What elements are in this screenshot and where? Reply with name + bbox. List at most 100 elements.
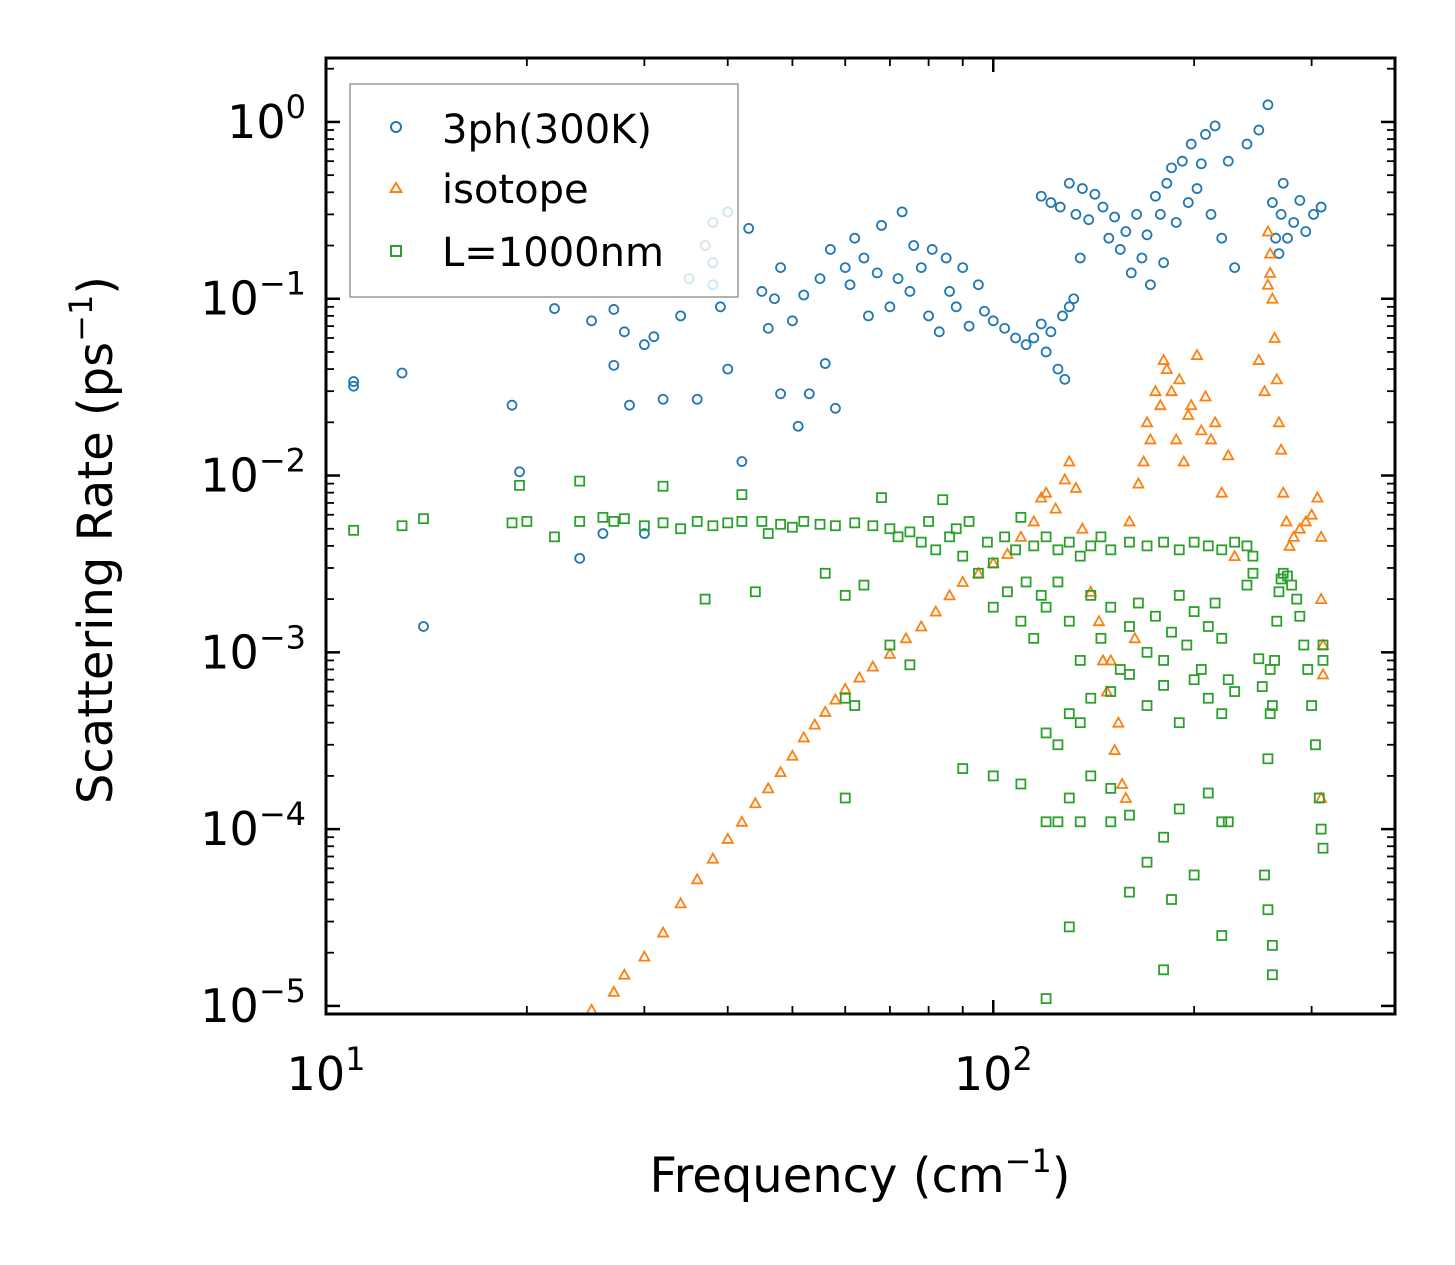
- point-isotope: [637, 949, 651, 962]
- point-3ph: [1035, 318, 1047, 330]
- point-isotope: [1140, 415, 1154, 428]
- point-boundary: [1181, 639, 1193, 651]
- y-tick-label: 10−5: [200, 972, 306, 1033]
- point-isotope: [1198, 389, 1213, 402]
- point-isotope: [838, 682, 852, 694]
- point-boundary: [396, 520, 408, 532]
- point-3ph: [775, 388, 786, 400]
- point-3ph: [1288, 217, 1300, 228]
- point-boundary: [1063, 708, 1075, 720]
- point-isotope: [1204, 432, 1218, 445]
- point-boundary: [1166, 626, 1177, 638]
- legend-square-marker: [390, 245, 402, 257]
- point-3ph: [638, 339, 650, 351]
- point-3ph: [1070, 208, 1082, 220]
- point-boundary: [597, 511, 609, 523]
- point-boundary: [1105, 686, 1117, 697]
- point-3ph: [1131, 208, 1143, 220]
- point-boundary: [1298, 639, 1310, 651]
- point-isotope: [1263, 246, 1277, 259]
- point-3ph: [950, 301, 962, 313]
- point-3ph: [1158, 257, 1170, 269]
- point-boundary: [1306, 700, 1318, 711]
- point-boundary: [574, 475, 586, 487]
- point-boundary: [1315, 823, 1327, 835]
- x-tick-labels: 101 102: [287, 1040, 1033, 1101]
- point-boundary: [1256, 681, 1268, 692]
- point-boundary: [1158, 964, 1170, 976]
- point-3ph: [979, 305, 990, 317]
- point-isotope: [617, 967, 631, 980]
- point-3ph: [1097, 201, 1109, 213]
- point-boundary: [1216, 816, 1228, 828]
- point-3ph: [675, 310, 687, 322]
- point-boundary: [1052, 576, 1064, 588]
- point-boundary: [1063, 536, 1075, 548]
- point-isotope: [761, 781, 775, 794]
- point-3ph: [863, 310, 874, 322]
- point-isotope: [1111, 715, 1125, 728]
- point-isotope: [1268, 331, 1282, 343]
- point-3ph: [514, 466, 525, 478]
- point-boundary: [999, 531, 1011, 543]
- point-3ph: [1020, 339, 1032, 351]
- point-3ph: [618, 326, 630, 338]
- point-boundary: [1262, 753, 1274, 765]
- point-3ph: [1282, 232, 1293, 244]
- point-boundary: [1158, 680, 1170, 691]
- point-3ph: [1076, 183, 1088, 194]
- point-3ph: [714, 301, 726, 313]
- point-boundary: [1188, 869, 1200, 881]
- point-isotope: [721, 832, 735, 844]
- point-3ph: [736, 456, 748, 467]
- point-boundary: [982, 536, 993, 548]
- point-boundary: [1124, 886, 1135, 898]
- legend-circle-marker: [390, 121, 402, 133]
- point-3ph: [1209, 120, 1221, 132]
- point-boundary: [1216, 544, 1228, 556]
- point-boundary: [1052, 739, 1064, 751]
- point-boundary: [839, 792, 851, 804]
- point-isotope: [929, 604, 943, 617]
- y-tick-label: 10−2: [200, 442, 306, 503]
- point-boundary: [957, 550, 969, 562]
- point-boundary: [1105, 601, 1117, 613]
- point-3ph: [1300, 226, 1312, 237]
- legend-entry-boundary: L=1000nm: [390, 230, 664, 276]
- point-3ph: [858, 252, 870, 264]
- point-boundary: [1266, 700, 1278, 711]
- point-isotope: [1075, 521, 1089, 534]
- point-boundary: [1105, 816, 1117, 828]
- point-3ph: [923, 310, 935, 322]
- point-boundary: [830, 520, 841, 532]
- point-boundary: [1291, 593, 1303, 605]
- point-boundary: [1052, 816, 1064, 828]
- point-isotope: [1265, 291, 1279, 304]
- point-boundary: [1141, 646, 1153, 658]
- point-boundary: [736, 489, 748, 501]
- point-3ph: [1063, 177, 1075, 189]
- point-3ph: [896, 206, 908, 218]
- point-3ph: [1040, 346, 1052, 358]
- point-3ph: [1241, 138, 1253, 150]
- point-isotope: [943, 588, 957, 601]
- point-boundary: [849, 700, 861, 711]
- point-boundary: [1188, 674, 1200, 686]
- point-boundary: [839, 692, 851, 704]
- point-boundary: [1040, 727, 1052, 739]
- point-boundary: [1269, 655, 1280, 666]
- point-boundary: [1216, 930, 1228, 941]
- point-3ph: [1191, 183, 1203, 194]
- point-boundary: [1040, 601, 1052, 613]
- point-3ph: [849, 232, 861, 244]
- point-3ph: [1109, 211, 1121, 223]
- point-boundary: [1302, 664, 1314, 675]
- point-isotope: [706, 851, 720, 864]
- point-boundary: [1310, 739, 1321, 751]
- point-isotope: [674, 896, 688, 909]
- point-3ph: [1200, 129, 1211, 140]
- point-isotope: [1069, 481, 1083, 493]
- point-3ph: [691, 393, 703, 405]
- point-boundary: [638, 520, 650, 532]
